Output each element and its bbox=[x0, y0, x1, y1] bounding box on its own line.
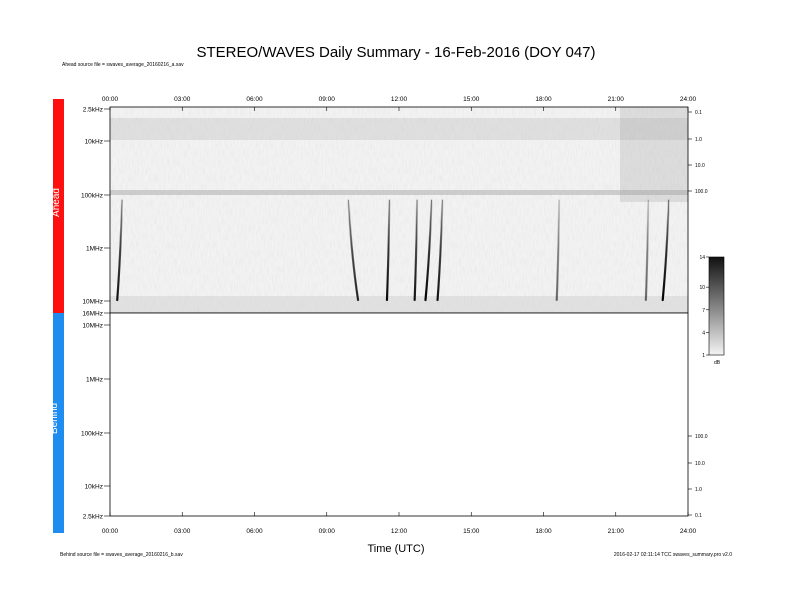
x-tick-top-label: 00:00 bbox=[102, 96, 119, 103]
x-tick-bottom-label: 24:00 bbox=[680, 528, 697, 535]
x-tick-top-label: 24:00 bbox=[680, 96, 697, 103]
radio-burst-core bbox=[425, 199, 432, 301]
colorbar-tick-label: 7 bbox=[702, 308, 705, 314]
ahead-side-bar: Ahead bbox=[51, 99, 64, 313]
x-tick-bottom-label: 09:00 bbox=[319, 528, 336, 535]
freq-tick-label: 100kHz bbox=[81, 192, 103, 199]
radio-burst-core bbox=[414, 199, 418, 301]
radio-burst bbox=[644, 198, 650, 302]
freq-tick-label: 2.5kHz bbox=[83, 513, 103, 520]
freq-tick-label: 16MHz bbox=[82, 310, 103, 317]
colorbar-tick-label: 4 bbox=[702, 330, 705, 336]
right-tick-label: 10.0 bbox=[695, 163, 705, 169]
x-tick-top-label: 15:00 bbox=[463, 96, 480, 103]
right-tick-label: 0.1 bbox=[695, 513, 702, 519]
radio-burst-core bbox=[348, 199, 359, 301]
radio-burst-core bbox=[645, 199, 649, 301]
right-tick-label: 1.0 bbox=[695, 137, 702, 143]
x-axis-label: Time (UTC) bbox=[367, 543, 425, 555]
ahead-source-note: Ahead source file = swaves_average_20160… bbox=[62, 62, 184, 68]
ahead-panel-noise bbox=[110, 107, 688, 313]
colorbar-tick-label: 1 bbox=[702, 353, 705, 359]
ahead-band-low bbox=[110, 118, 688, 140]
right-tick-label: 10.0 bbox=[695, 461, 705, 467]
radio-burst-core bbox=[437, 199, 443, 301]
behind-panel-frame bbox=[109, 312, 689, 517]
radio-burst bbox=[555, 198, 561, 302]
freq-tick-label: 10kHz bbox=[85, 138, 103, 145]
ahead-spectrogram-panel: 2.5kHz 10kHz 100kHz 1MHz 10MHz 16MHz 0.1 1.0 10… bbox=[81, 106, 708, 317]
right-tick-label: 0.1 bbox=[695, 110, 702, 116]
behind-spectrogram-panel: 10MHz 1MHz 100kHz 10kHz 2.5kHz 100.0 10.0 1.0 0… bbox=[81, 312, 708, 520]
right-tick-label: 1.0 bbox=[695, 487, 702, 493]
colorbar-unit: dB bbox=[714, 360, 721, 366]
ahead-band-late bbox=[620, 107, 688, 202]
behind-side-bar: Behind bbox=[49, 313, 64, 533]
colorbar: 14 10 7 4 1 dB bbox=[699, 255, 725, 366]
x-tick-bottom-label: 03:00 bbox=[174, 528, 191, 535]
x-tick-top-label: 12:00 bbox=[391, 96, 408, 103]
right-tick-label: 100.0 bbox=[695, 189, 708, 195]
freq-tick-label: 10kHz bbox=[85, 483, 103, 490]
radio-burst bbox=[347, 198, 360, 302]
ahead-band-high bbox=[110, 296, 688, 313]
behind-source-note: Behind source file = swaves_average_2016… bbox=[60, 552, 183, 558]
footer-note: 2016-02-17 02:11:14 TCC swaves_summary.p… bbox=[614, 552, 732, 558]
radio-burst-core bbox=[386, 199, 390, 301]
ahead-band-100khz bbox=[110, 190, 688, 195]
freq-tick-label: 1MHz bbox=[86, 376, 103, 383]
radio-burst-core bbox=[556, 199, 560, 301]
x-tick-bottom-label: 21:00 bbox=[608, 528, 625, 535]
x-tick-bottom-label: 12:00 bbox=[391, 528, 408, 535]
x-tick-top-label: 06:00 bbox=[246, 96, 263, 103]
freq-tick-label: 1MHz bbox=[86, 245, 103, 252]
x-tick-top-label: 03:00 bbox=[174, 96, 191, 103]
freq-tick-label: 10MHz bbox=[82, 298, 103, 305]
x-tick-bottom-label: 15:00 bbox=[463, 528, 480, 535]
x-tick-bottom-label: 00:00 bbox=[102, 528, 119, 535]
radio-burst-core bbox=[662, 199, 670, 301]
x-tick-top-label: 09:00 bbox=[319, 96, 336, 103]
x-tick-bottom-label: 06:00 bbox=[246, 528, 263, 535]
freq-tick-label: 2.5kHz bbox=[83, 106, 103, 113]
colorbar-tick-label: 10 bbox=[699, 285, 705, 291]
burst-layer bbox=[116, 198, 670, 302]
page-title: STEREO/WAVES Daily Summary - 16-Feb-2016… bbox=[196, 44, 596, 61]
right-tick-label: 100.0 bbox=[695, 434, 708, 440]
x-tick-top-label: 18:00 bbox=[535, 96, 552, 103]
freq-tick-label: 100kHz bbox=[81, 430, 103, 437]
colorbar-gradient bbox=[708, 256, 725, 356]
colorbar-tick-label: 14 bbox=[699, 255, 705, 261]
freq-tick-label: 10MHz bbox=[82, 322, 103, 329]
x-tick-bottom-label: 18:00 bbox=[535, 528, 552, 535]
x-tick-top-label: 21:00 bbox=[608, 96, 625, 103]
radio-burst-core bbox=[116, 199, 123, 301]
